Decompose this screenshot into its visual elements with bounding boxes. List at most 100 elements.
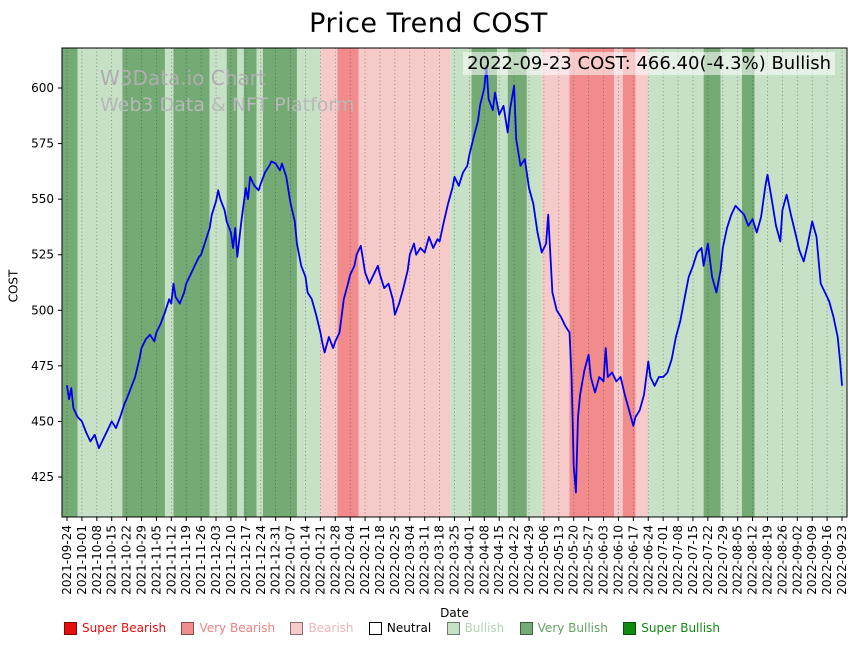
sentiment-band-bullish — [450, 48, 472, 517]
y-tick-label: 475 — [31, 359, 54, 373]
legend-label: Bullish — [464, 621, 505, 635]
x-tick-label: 2021-11-12 — [164, 525, 178, 595]
sentiment-band-very_bullish — [62, 48, 78, 517]
x-tick-label: 2021-09-24 — [60, 525, 74, 595]
x-tick-label: 2022-03-25 — [448, 525, 462, 595]
x-tick-label: 2022-07-01 — [656, 525, 670, 595]
x-tick-label: 2021-10-15 — [105, 525, 119, 595]
legend: Super Bearish Very Bearish Bearish Neutr… — [64, 621, 720, 635]
x-tick-label: 2022-04-29 — [522, 525, 536, 595]
x-tick-label: 2022-05-06 — [537, 525, 551, 595]
super-bearish-swatch-icon — [64, 621, 77, 635]
x-tick-label: 2022-06-17 — [626, 525, 640, 595]
sentiment-band-very_bullish — [262, 48, 297, 517]
x-tick-label: 2022-08-19 — [760, 525, 774, 595]
latest-price-annotation: 2022-09-23 COST: 466.40(-4.3%) Bullish — [463, 52, 835, 75]
x-tick-label: 2022-02-18 — [373, 525, 387, 595]
x-tick-label: 2021-10-01 — [75, 525, 89, 595]
sentiment-band-bullish — [256, 48, 263, 517]
x-tick-label: 2022-09-09 — [805, 525, 819, 595]
bullish-swatch-icon — [446, 621, 460, 635]
y-tick-label: 525 — [31, 248, 54, 262]
x-tick-label: 2022-04-08 — [477, 525, 491, 595]
x-tick-label: 2021-12-24 — [254, 525, 268, 595]
x-tick-label: 2022-07-08 — [671, 525, 685, 595]
legend-label: Very Bullish — [537, 621, 608, 635]
legend-label: Super Bullish — [641, 621, 720, 635]
x-tick-label: 2022-05-27 — [582, 525, 596, 595]
x-tick-label: 2022-03-18 — [433, 525, 447, 595]
x-tick-label: 2021-10-22 — [120, 525, 134, 595]
x-tick-label: 2021-11-19 — [179, 525, 193, 595]
x-tick-label: 2022-08-05 — [731, 525, 745, 595]
neutral-swatch-icon — [368, 621, 382, 635]
x-tick-label: 2021-12-17 — [239, 525, 253, 595]
x-tick-label: 2022-09-23 — [835, 525, 849, 595]
sentiment-band-bullish — [209, 48, 227, 517]
sentiment-band-very_bullish — [741, 48, 755, 517]
sentiment-band-very_bullish — [226, 48, 238, 517]
x-tick-label: 2021-12-03 — [209, 525, 223, 595]
sentiment-band-bullish — [720, 48, 742, 517]
legend-item-super-bearish: Super Bearish — [64, 621, 166, 635]
x-tick-label: 2022-06-03 — [597, 525, 611, 595]
x-tick-label: 2022-09-02 — [790, 525, 804, 595]
y-tick-label: 550 — [31, 192, 54, 206]
x-tick-label: 2022-07-22 — [701, 525, 715, 595]
x-tick-label: 2021-11-26 — [194, 525, 208, 595]
legend-label: Very Bearish — [199, 621, 276, 635]
very-bullish-swatch-icon — [519, 621, 533, 635]
sentiment-band-very_bullish — [243, 48, 257, 517]
sentiment-band-very_bearish — [569, 48, 615, 517]
x-tick-label: 2022-09-16 — [820, 525, 834, 595]
sentiment-band-bullish — [237, 48, 244, 517]
x-tick-label: 2022-05-13 — [552, 525, 566, 595]
x-tick-label: 2022-04-22 — [507, 525, 521, 595]
x-tick-label: 2022-02-04 — [343, 525, 357, 595]
sentiment-band-bullish — [77, 48, 123, 517]
sentiment-band-bullish — [526, 48, 542, 517]
sentiment-band-bearish — [320, 48, 338, 517]
bearish-swatch-icon — [290, 621, 304, 635]
price-line — [66, 64, 843, 494]
x-tick-label: 2022-01-28 — [328, 525, 342, 595]
legend-item-bullish: Bullish — [446, 621, 505, 635]
legend-label: Neutral — [386, 621, 432, 635]
x-tick-label: 2022-03-04 — [403, 525, 417, 595]
x-tick-label: 2022-07-15 — [686, 525, 700, 595]
y-tick-label: 450 — [31, 414, 54, 428]
x-tick-label: 2022-02-11 — [358, 525, 372, 595]
x-axis-label: Date — [440, 606, 469, 620]
x-tick-label: 2021-12-31 — [269, 525, 283, 595]
legend-label: Super Bearish — [82, 621, 167, 635]
very-bearish-swatch-icon — [181, 621, 195, 635]
legend-item-bearish: Bearish — [290, 621, 354, 635]
x-tick-label: 2022-05-20 — [567, 525, 581, 595]
plot-border — [61, 47, 848, 518]
sentiment-band-bullish — [754, 48, 847, 517]
legend-label: Bearish — [308, 621, 354, 635]
y-tick-label: 500 — [31, 303, 54, 317]
y-tick-label: 575 — [31, 137, 54, 151]
y-axis-label: COST — [6, 269, 21, 303]
chart-title: Price Trend COST — [309, 8, 548, 39]
x-tick-label: 2022-06-24 — [641, 525, 655, 595]
x-tick-label: 2021-10-08 — [90, 525, 104, 595]
sentiment-band-bullish — [648, 48, 704, 517]
sentiment-band-bearish — [541, 48, 570, 517]
sentiment-band-bullish — [497, 48, 508, 517]
x-tick-label: 2021-11-05 — [149, 525, 163, 595]
x-tick-label: 2022-01-14 — [298, 525, 312, 595]
super-bullish-swatch-icon — [623, 621, 637, 635]
x-tick-label: 2022-01-21 — [313, 525, 327, 595]
x-tick-label: 2022-04-01 — [462, 525, 476, 595]
x-tick-label: 2022-08-12 — [746, 525, 760, 595]
y-tick-label: 425 — [31, 470, 54, 484]
x-tick-label: 2022-02-25 — [388, 525, 402, 595]
x-tick-label: 2021-10-29 — [135, 525, 149, 595]
x-tick-label: 2022-03-11 — [418, 525, 432, 595]
legend-item-neutral: Neutral — [368, 621, 432, 635]
sentiment-band-bearish — [635, 48, 649, 517]
x-tick-label: 2022-06-10 — [611, 525, 625, 595]
